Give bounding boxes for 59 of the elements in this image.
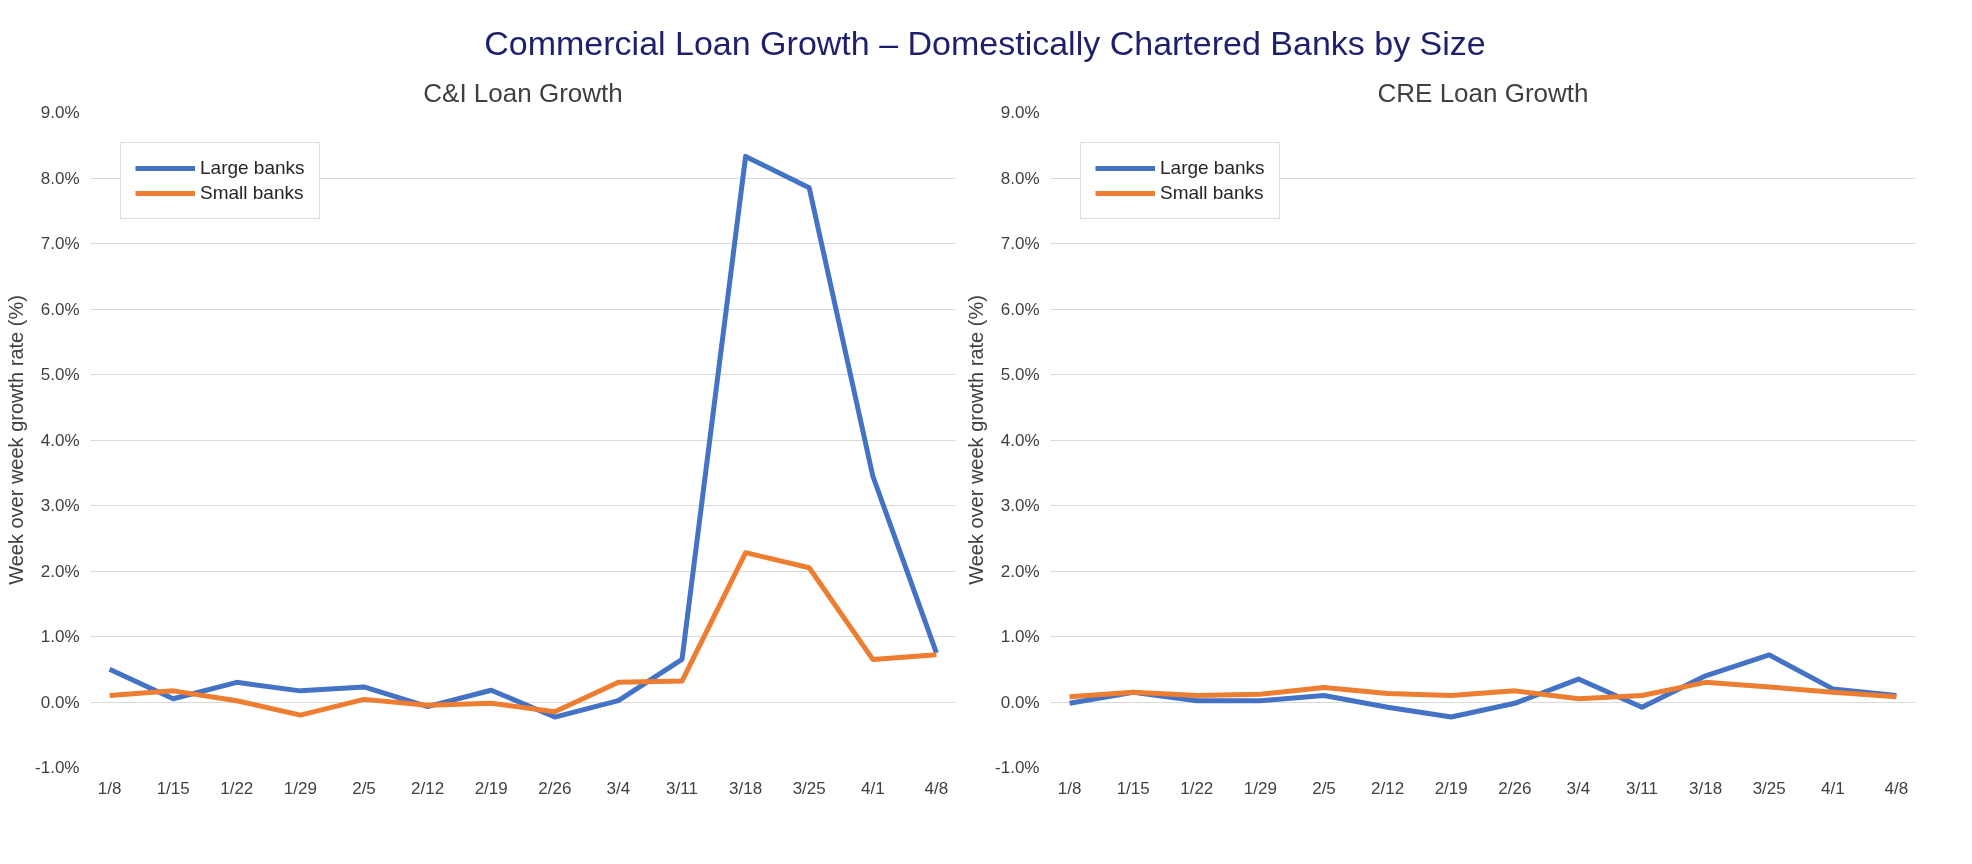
chart-subtitle: C&I Loan Growth	[423, 77, 623, 108]
y-axis-title: Week over week growth rate (%)	[5, 295, 28, 585]
y-tick-label: 9.0%	[40, 103, 80, 122]
y-tick-label: -1.0%	[995, 758, 1040, 777]
y-tick-label: 0.0%	[1000, 692, 1040, 712]
y-tick-label: 4.0%	[1000, 430, 1040, 450]
y-axis-title: Week over week growth rate (%)	[965, 295, 988, 585]
x-tick-label: 2/12	[411, 778, 445, 798]
x-tick-label: 4/8	[924, 778, 949, 798]
legend-label: Small banks	[200, 182, 304, 204]
x-tick-label: 1/29	[283, 778, 317, 798]
x-tick-label: 1/8	[97, 778, 122, 798]
y-tick-label: 8.0%	[40, 168, 80, 188]
legend-label: Large banks	[1160, 157, 1265, 179]
y-tick-label: 8.0%	[1000, 168, 1040, 188]
y-tick-label: 2.0%	[40, 561, 80, 581]
y-tick-label: 7.0%	[1000, 234, 1040, 253]
x-tick-label: 3/25	[1752, 778, 1786, 798]
x-tick-label: 2/26	[538, 778, 572, 798]
x-tick-label: 1/22	[1180, 778, 1214, 798]
y-tick-label: 4.0%	[40, 430, 80, 450]
x-tick-label: 3/18	[729, 778, 763, 798]
chart-title: CRE Loan Growth	[1377, 77, 1589, 108]
x-tick-label: 2/5	[352, 778, 376, 798]
y-tick-label: -1.0%	[35, 758, 80, 777]
y-tick-label: 3.0%	[1000, 496, 1040, 515]
x-tick-label: 4/1	[1821, 778, 1845, 798]
y-tick-label: 9.0%	[1000, 103, 1040, 122]
legend-label: Small banks	[1160, 182, 1264, 204]
x-tick-label: 1/29	[1243, 778, 1277, 798]
x-tick-label: 2/5	[1312, 778, 1336, 798]
y-tick-label: 3.0%	[40, 496, 80, 515]
x-tick-label: 4/8	[1884, 778, 1909, 798]
x-tick-label: 3/18	[1689, 778, 1723, 798]
y-tick-label: 7.0%	[40, 234, 80, 253]
x-tick-label: 2/19	[1434, 778, 1468, 798]
chart-title: Commercial Loan Growth – Domestically Chartered Banks by Size	[484, 23, 1486, 64]
x-tick-label: 3/11	[1626, 778, 1658, 798]
x-tick-label: 3/11	[666, 778, 698, 798]
y-tick-label: 2.0%	[1000, 561, 1040, 581]
y-tick-label: 1.0%	[40, 627, 80, 646]
y-tick-label: 0.0%	[40, 692, 80, 712]
x-tick-label: 1/8	[1057, 778, 1082, 798]
y-tick-label: 5.0%	[1000, 365, 1040, 384]
x-tick-label: 1/15	[1116, 778, 1150, 798]
x-tick-label: 3/4	[606, 778, 631, 798]
y-tick-label: 6.0%	[40, 299, 80, 319]
y-tick-label: 5.0%	[40, 365, 80, 384]
legend-label: Large banks	[200, 157, 305, 179]
x-tick-label: 1/15	[156, 778, 190, 798]
x-tick-label: 3/4	[1566, 778, 1591, 798]
x-tick-label: 2/12	[1371, 778, 1405, 798]
y-tick-label: 1.0%	[1000, 627, 1040, 646]
y-tick-label: 6.0%	[1000, 299, 1040, 319]
x-tick-label: 1/22	[220, 778, 254, 798]
x-tick-label: 4/1	[861, 778, 885, 798]
x-tick-label: 2/19	[474, 778, 508, 798]
x-tick-label: 2/26	[1498, 778, 1532, 798]
x-tick-label: 3/25	[792, 778, 826, 798]
